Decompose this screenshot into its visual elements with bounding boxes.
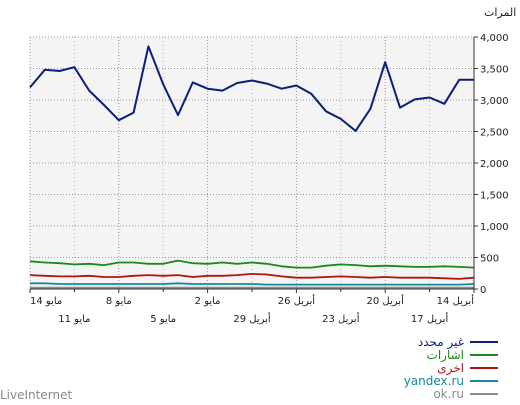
legend-label: yandex.ru <box>404 374 464 388</box>
x-tick-label: 29 أبريل <box>233 312 271 325</box>
series-lines <box>29 45 475 289</box>
y-tick-label: 1,500 <box>480 191 509 202</box>
y-tick-label: 2,500 <box>480 128 509 139</box>
x-tick-label: 8 مايو <box>106 296 132 307</box>
y-tick-label: 3,500 <box>480 65 509 76</box>
y-tick-label: 1,000 <box>480 222 509 233</box>
x-tick-label: 2 مايو <box>195 296 221 307</box>
x-tick-label: 23 أبريل <box>322 312 360 325</box>
x-tick-label: 5 مايو <box>150 314 176 325</box>
legend-label: اشارات <box>427 348 464 363</box>
y-axis-label: المرات <box>484 6 516 19</box>
x-tick-label: 20 أبريل <box>367 294 405 307</box>
y-tick-label: 4,000 <box>480 33 509 44</box>
y-tick-label: 3,000 <box>480 96 509 107</box>
series-line <box>29 259 475 269</box>
legend-label: غير محدد <box>418 335 464 350</box>
x-tick-label: 17 أبريل <box>411 312 449 325</box>
legend-label: اخرى <box>437 361 464 376</box>
x-axis: 14 مايو 8 مايو 2 مايو 26 أبريل 20 أبريل 14 أب… <box>29 289 475 325</box>
series-line <box>30 282 475 286</box>
brand-label: LiveInternet <box>0 388 72 402</box>
y-tick-label: 2,000 <box>480 159 509 170</box>
series-line <box>29 45 474 132</box>
x-tick-label: 11 مايو <box>58 314 90 325</box>
x-tick-label: 14 أبريل <box>437 294 475 307</box>
x-tick-label: 14 مايو <box>30 296 62 307</box>
legend-label: ok.ru <box>433 387 464 401</box>
series-line <box>29 272 475 280</box>
y-tick-label: 500 <box>480 254 499 265</box>
x-tick-label: 26 أبريل <box>278 294 316 307</box>
y-tick-label: 0 <box>480 285 486 296</box>
y-axis: 0 500 1,000 1,500 2,000 2,500 3,000 3,500 4,000 <box>474 33 509 296</box>
